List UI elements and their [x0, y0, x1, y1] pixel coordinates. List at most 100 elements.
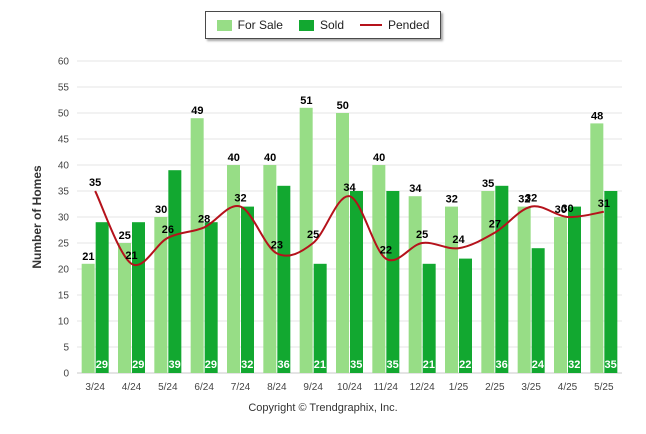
data-label-pended: 35 [89, 177, 101, 189]
data-label-for-sale: 40 [264, 152, 276, 164]
x-tick-label: 5/25 [594, 382, 614, 393]
y-tick-label: 5 [63, 343, 69, 354]
data-label-pended: 30 [561, 203, 573, 215]
x-tick-label: 7/24 [231, 382, 251, 393]
bar-for-sale [336, 113, 349, 373]
bar-for-sale [372, 165, 386, 373]
pended-swatch [360, 24, 382, 26]
x-tick-label: 5/24 [158, 382, 178, 393]
data-label-sold: 39 [168, 359, 180, 371]
bar-for-sale [118, 243, 131, 373]
data-label-for-sale: 32 [518, 194, 530, 206]
data-label-sold: 21 [314, 359, 326, 371]
data-label-for-sale: 30 [155, 204, 167, 216]
bar-for-sale [517, 206, 531, 373]
data-label-for-sale: 40 [228, 152, 240, 164]
bar-sold [386, 191, 400, 373]
bar-sold [241, 206, 254, 373]
legend-item-sold[interactable]: Sold [298, 18, 344, 32]
data-label-pended: 23 [271, 239, 283, 251]
bar-sold [313, 263, 327, 373]
x-tick-label: 2/25 [485, 382, 505, 393]
y-tick-label: 10 [58, 317, 70, 328]
data-label-for-sale: 49 [191, 105, 203, 117]
data-label-pended: 27 [489, 219, 501, 231]
data-label-for-sale: 40 [373, 152, 385, 164]
x-tick-label: 8/24 [267, 382, 287, 393]
data-label-for-sale: 51 [300, 95, 312, 107]
sold-swatch [298, 19, 314, 31]
data-label-sold: 35 [350, 359, 362, 371]
bar-sold [459, 258, 472, 373]
bar-for-sale [445, 206, 458, 373]
data-label-sold: 21 [423, 359, 435, 371]
x-tick-label: 4/24 [122, 382, 142, 393]
data-label-pended: 22 [380, 245, 392, 257]
bar-sold [95, 222, 109, 373]
bar-for-sale [408, 196, 422, 373]
x-tick-label: 6/24 [194, 382, 214, 393]
x-tick-label: 3/25 [521, 382, 541, 393]
y-tick-label: 50 [58, 109, 70, 120]
bar-for-sale [299, 107, 313, 374]
data-label-pended: 25 [416, 229, 428, 241]
data-label-pended: 24 [452, 234, 465, 246]
x-tick-label: 4/25 [558, 382, 578, 393]
legend-item-pended[interactable]: Pended [360, 18, 429, 32]
for-sale-swatch [216, 19, 232, 31]
data-label-sold: 29 [205, 359, 217, 371]
data-label-pended: 21 [125, 250, 137, 262]
data-label-sold: 35 [386, 359, 398, 371]
data-label-sold: 29 [132, 359, 144, 371]
bar-sold [277, 185, 291, 373]
data-label-pended: 31 [598, 198, 610, 210]
bar-sold [350, 191, 363, 373]
x-tick-label: 1/25 [449, 382, 469, 393]
y-tick-label: 20 [58, 265, 70, 276]
bar-for-sale [481, 191, 495, 373]
bar-sold [204, 222, 218, 373]
y-tick-label: 45 [58, 135, 70, 146]
legend-item-for-sale[interactable]: For Sale [216, 18, 283, 32]
data-label-for-sale: 30 [555, 204, 567, 216]
bar-sold [495, 185, 509, 373]
data-label-sold: 29 [96, 359, 108, 371]
data-label-sold: 35 [604, 359, 616, 371]
bar-for-sale [554, 217, 567, 373]
y-axis-label: Number of Homes [30, 165, 44, 269]
legend-label-sold: Sold [319, 18, 344, 32]
data-label-pended: 26 [162, 224, 174, 236]
bar-for-sale [590, 123, 604, 374]
data-label-pended: 34 [343, 182, 356, 194]
bar-sold [604, 191, 618, 373]
data-label-for-sale: 35 [482, 178, 494, 190]
x-tick-label: 12/24 [410, 382, 435, 393]
data-label-for-sale: 32 [446, 194, 458, 206]
bar-for-sale [81, 263, 95, 373]
data-label-for-sale: 25 [119, 230, 131, 242]
data-label-sold: 32 [241, 359, 253, 371]
bar-for-sale [190, 118, 204, 373]
y-tick-label: 40 [58, 161, 70, 172]
data-label-pended: 28 [198, 213, 210, 225]
bar-sold [422, 263, 436, 373]
legend-label-for-sale: For Sale [237, 18, 283, 32]
data-label-sold: 36 [277, 359, 289, 371]
bar-for-sale [154, 217, 168, 373]
x-tick-label: 10/24 [337, 382, 362, 393]
bar-sold [568, 206, 581, 373]
y-tick-label: 55 [58, 83, 70, 94]
data-label-for-sale: 50 [337, 100, 349, 112]
data-label-sold: 22 [459, 359, 471, 371]
bar-sold [531, 248, 545, 373]
y-tick-label: 60 [58, 57, 70, 68]
data-label-sold: 24 [532, 359, 545, 371]
data-label-pended: 25 [307, 229, 319, 241]
y-tick-label: 15 [58, 291, 70, 302]
bar-for-sale [263, 165, 277, 373]
data-label-for-sale: 48 [591, 110, 603, 122]
legend: For Sale Sold Pended [205, 11, 441, 39]
pended-line [94, 190, 604, 267]
data-label-pended: 32 [234, 193, 246, 205]
